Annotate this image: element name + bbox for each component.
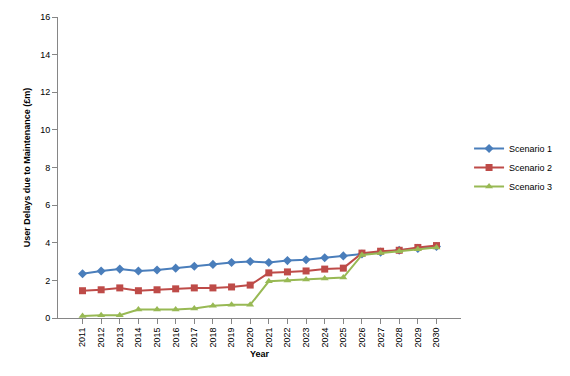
svg-text:2021: 2021 — [264, 328, 274, 348]
svg-text:2011: 2011 — [77, 328, 87, 347]
svg-text:2020: 2020 — [245, 328, 255, 348]
svg-text:2017: 2017 — [189, 328, 199, 348]
svg-text:16: 16 — [40, 12, 50, 22]
svg-text:2025: 2025 — [338, 328, 348, 348]
svg-text:2018: 2018 — [208, 328, 218, 348]
svg-text:2019: 2019 — [226, 328, 236, 348]
svg-text:2028: 2028 — [394, 328, 404, 348]
svg-text:2022: 2022 — [282, 328, 292, 348]
svg-text:10: 10 — [40, 125, 50, 135]
svg-text:2023: 2023 — [301, 328, 311, 348]
svg-text:2016: 2016 — [171, 328, 181, 348]
svg-text:2024: 2024 — [320, 328, 330, 348]
svg-text:12: 12 — [40, 87, 50, 97]
svg-text:2015: 2015 — [152, 328, 162, 348]
svg-text:2: 2 — [45, 276, 50, 286]
svg-text:4: 4 — [45, 238, 50, 248]
svg-text:2012: 2012 — [96, 328, 106, 348]
svg-text:2030: 2030 — [431, 328, 441, 348]
svg-text:Scenario 1: Scenario 1 — [509, 144, 552, 154]
svg-text:2027: 2027 — [376, 328, 386, 348]
svg-text:Scenario 2: Scenario 2 — [509, 163, 552, 173]
svg-text:6: 6 — [45, 200, 50, 210]
svg-text:User Delays due to Maintenance: User Delays due to Maintenance (£m) — [22, 88, 32, 248]
svg-text:8: 8 — [45, 163, 50, 173]
svg-text:Scenario 3: Scenario 3 — [509, 182, 552, 192]
svg-text:2026: 2026 — [357, 328, 367, 348]
svg-text:14: 14 — [40, 50, 50, 60]
svg-text:2029: 2029 — [413, 328, 423, 348]
svg-text:2014: 2014 — [133, 328, 143, 348]
svg-text:Year: Year — [250, 349, 270, 359]
svg-text:2013: 2013 — [115, 328, 125, 348]
svg-text:0: 0 — [45, 313, 50, 323]
